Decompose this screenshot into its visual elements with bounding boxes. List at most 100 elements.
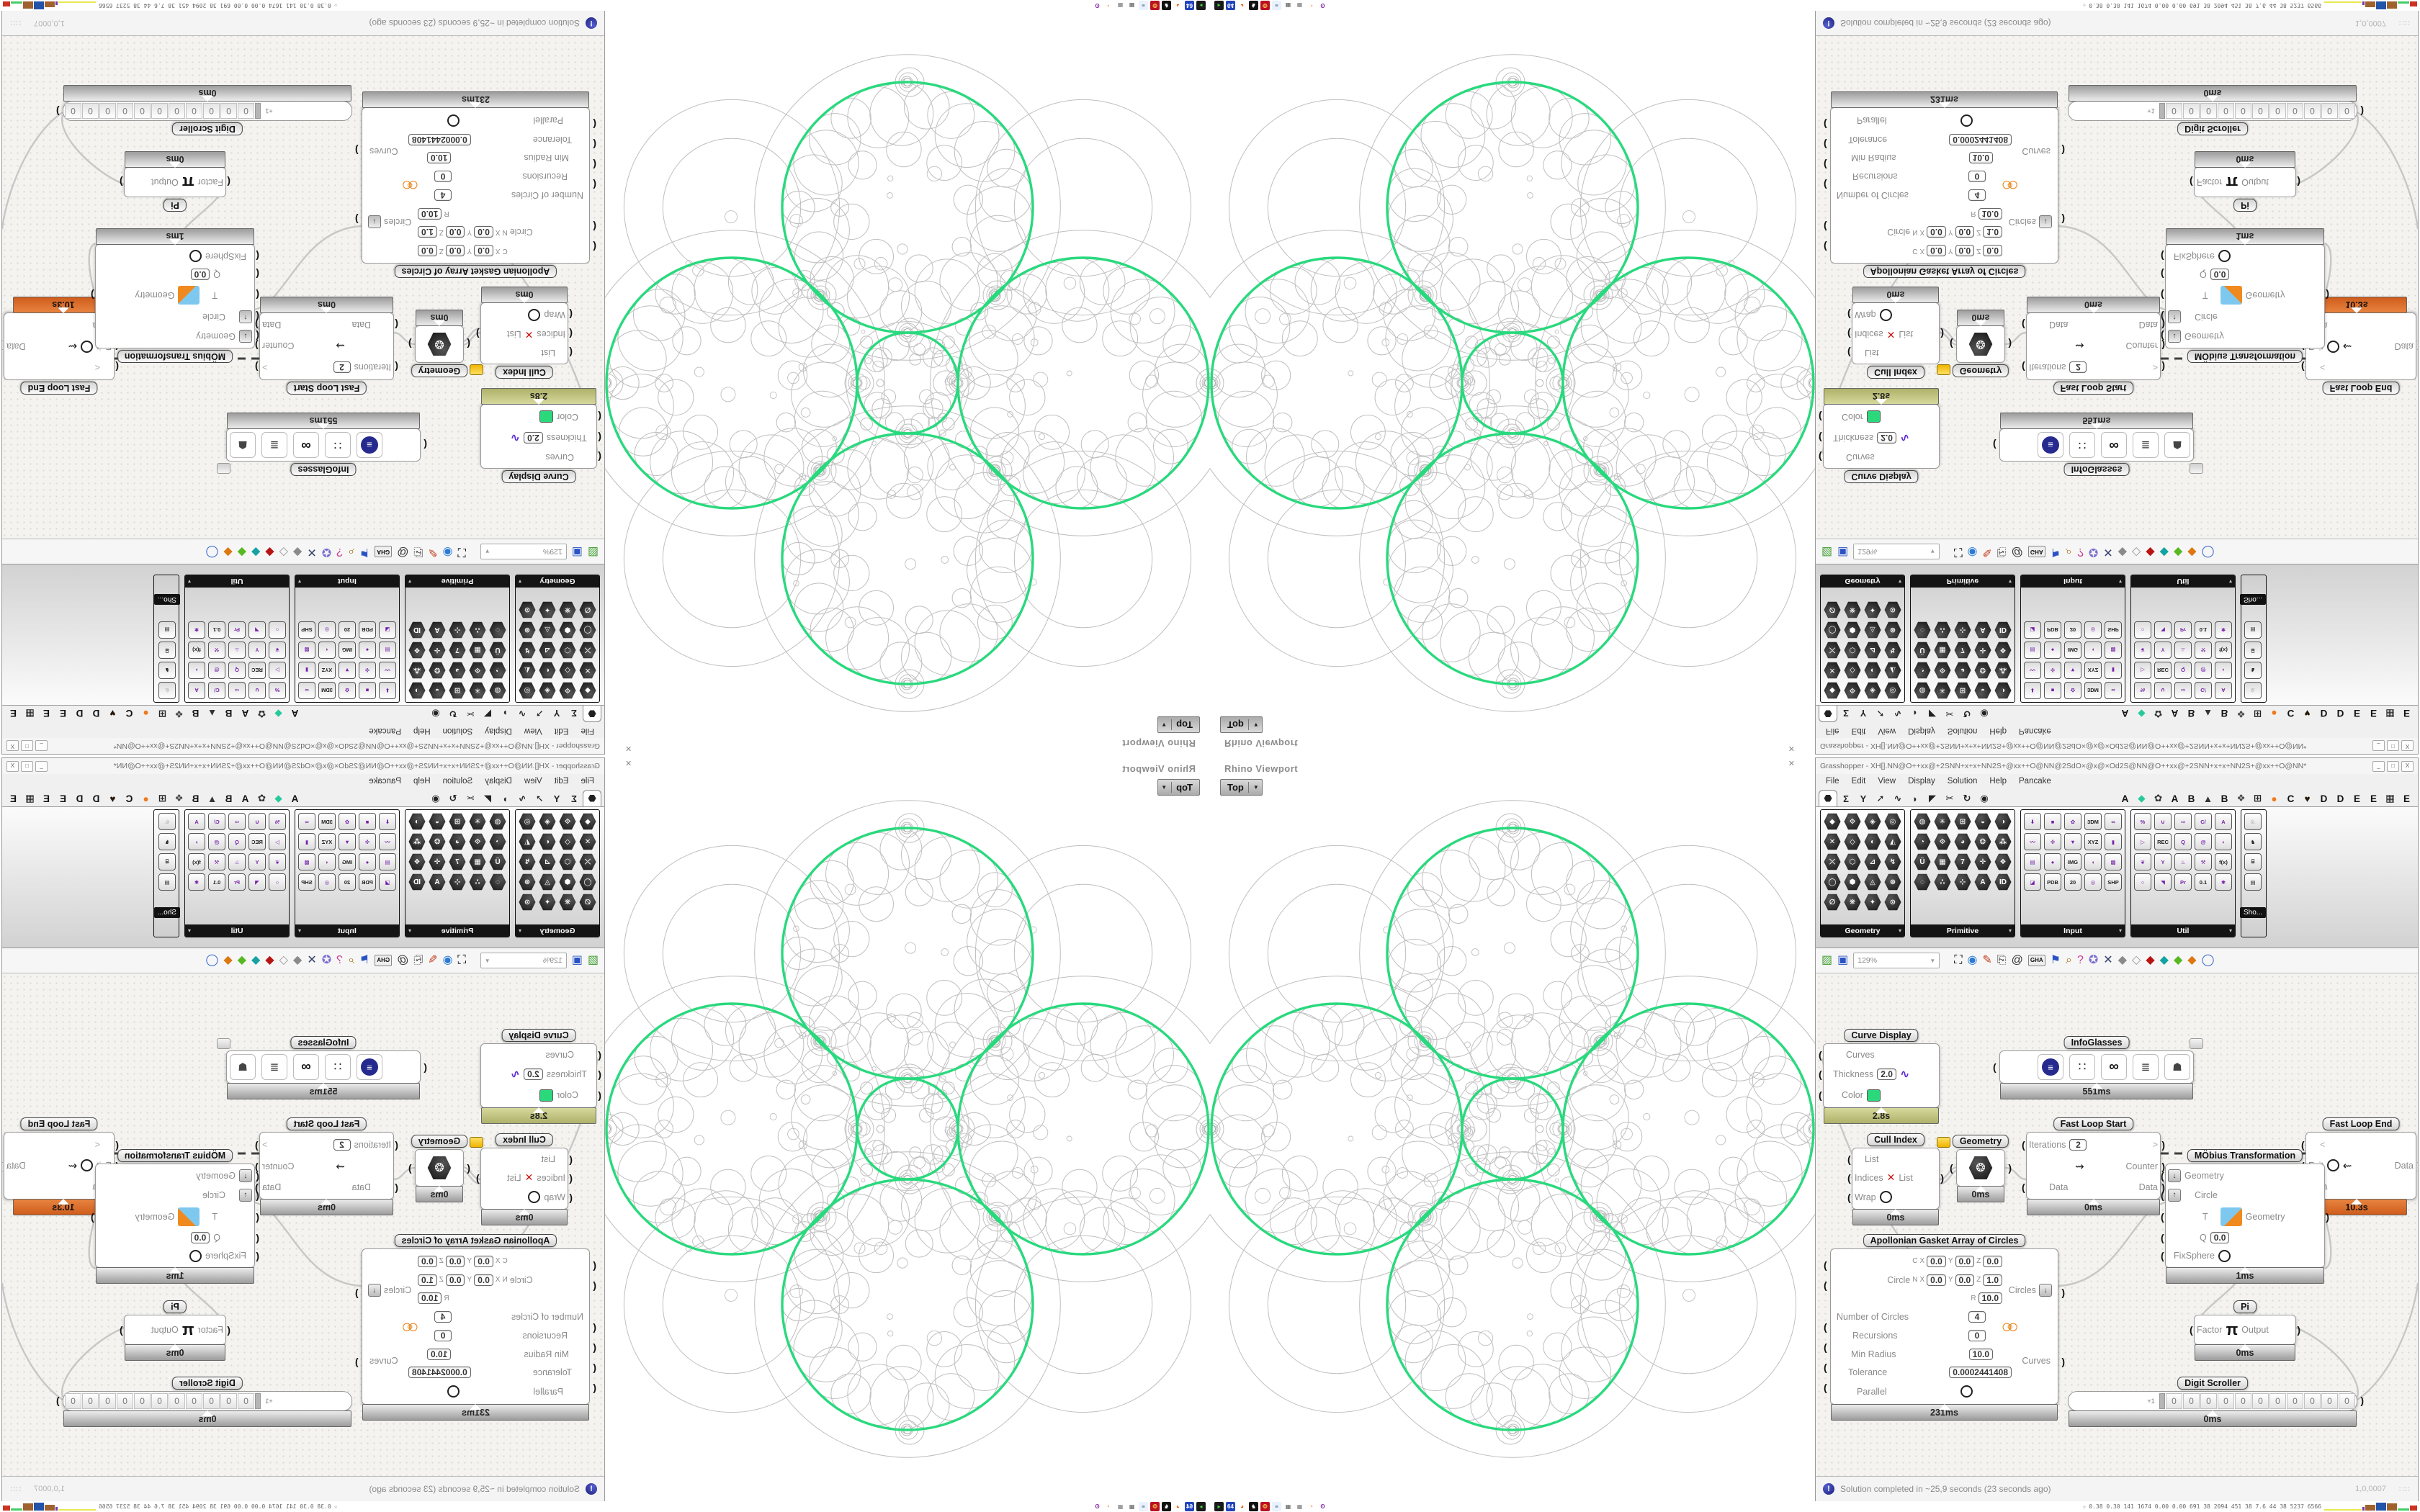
palette-component-icon[interactable]: % bbox=[2134, 682, 2151, 699]
palette-component-icon[interactable]: ✦ bbox=[539, 894, 556, 911]
menu-item-display[interactable]: Display bbox=[1908, 726, 1935, 735]
tab-plugin-3[interactable]: A bbox=[2171, 708, 2179, 719]
thickness-value[interactable]: 2.0 bbox=[1877, 431, 1896, 444]
palette-component-icon[interactable]: PDB bbox=[2044, 621, 2061, 639]
palette-component-icon[interactable]: ◕ bbox=[1954, 833, 1971, 850]
chevron-down-icon[interactable]: ▾ bbox=[2118, 578, 2122, 585]
palette-component-icon[interactable]: ⊹ bbox=[449, 873, 466, 891]
maze2-app-icon[interactable]: ▦ bbox=[1116, 1502, 1125, 1511]
node-label[interactable]: Geometry bbox=[1952, 1135, 2009, 1148]
palette-component-icon[interactable]: ▤ bbox=[158, 621, 176, 639]
digit-cell[interactable]: 0 bbox=[82, 103, 99, 119]
digit-cell[interactable]: 0 bbox=[203, 1393, 220, 1409]
palette-component-icon[interactable]: ◖ bbox=[318, 642, 336, 659]
tab-mesh[interactable]: ◤ bbox=[1929, 793, 1936, 804]
palette-component-icon[interactable]: ID bbox=[408, 621, 426, 639]
n-z-value[interactable]: 1.0 bbox=[418, 1274, 437, 1286]
palette-component-icon[interactable]: ⊙ bbox=[519, 601, 536, 618]
node-pi[interactable]: Pi ( Factor π Output ) 0ms bbox=[2190, 151, 2300, 212]
input-hook[interactable]: ( bbox=[1824, 159, 1827, 171]
tab-vector[interactable]: ➚ bbox=[1876, 708, 1885, 719]
map-flag-icon[interactable]: ⚑ bbox=[2050, 954, 2061, 966]
q-value[interactable]: 0.0 bbox=[190, 268, 210, 280]
floppy-64-app-icon[interactable]: 64 bbox=[1226, 1, 1235, 10]
n-y-value[interactable]: 0.0 bbox=[445, 226, 465, 238]
palette-component-icon[interactable]: ▤ bbox=[379, 642, 396, 659]
palette-component-icon[interactable]: C/ bbox=[2195, 813, 2212, 830]
output-hook[interactable]: ) bbox=[355, 1287, 359, 1298]
input-hook[interactable]: ( bbox=[1847, 347, 1851, 359]
palette-component-icon[interactable]: ✿ bbox=[2064, 813, 2081, 830]
firefox2-app-icon[interactable]: ◔ bbox=[1307, 1502, 1316, 1511]
flatten-icon[interactable]: ↓ bbox=[368, 215, 381, 228]
palette-component-icon[interactable]: ♨ bbox=[2174, 642, 2192, 659]
c-z-value[interactable]: 0.0 bbox=[1983, 245, 2002, 257]
node-label[interactable]: Fast Loop Start bbox=[2053, 1117, 2134, 1130]
c-x-value[interactable]: 0.0 bbox=[1927, 245, 1946, 257]
palette-component-icon[interactable]: ▩ bbox=[298, 642, 315, 659]
input-hook[interactable]: ( bbox=[256, 250, 259, 262]
digit-cell[interactable]: 0 bbox=[2304, 1393, 2321, 1409]
palette-component-icon[interactable]: ○ bbox=[269, 621, 286, 639]
graft-icon[interactable]: ↑ bbox=[239, 310, 252, 324]
palette-component-icon[interactable]: XYZ bbox=[2084, 833, 2102, 850]
node-label[interactable]: Cull Index bbox=[1867, 1133, 1924, 1146]
palette-component-icon[interactable]: ⊹ bbox=[1954, 621, 1971, 639]
tab-mesh[interactable]: ◤ bbox=[484, 793, 491, 804]
palette-group-label[interactable]: Geometry ▾ bbox=[516, 924, 599, 937]
palette-component-icon[interactable]: ◈ bbox=[539, 682, 556, 699]
digit-cell[interactable]: 0 bbox=[117, 103, 133, 119]
solver-icon[interactable]: ≡ bbox=[357, 1054, 382, 1080]
node-label[interactable]: Fast Loop Start bbox=[2053, 382, 2134, 395]
input-hook[interactable]: ( bbox=[2161, 250, 2164, 262]
node-fast-loop-start[interactable]: Fast Loop Start ( Iterations 2 > ) ⇝ Cou… bbox=[255, 297, 398, 395]
node-mobius-transformation[interactable]: MÖbius Transformation ( ↓ Geometry ( ↑ C… bbox=[91, 1149, 259, 1284]
input-hook[interactable]: ( bbox=[2190, 176, 2193, 188]
noc-value[interactable]: 4 bbox=[434, 1311, 452, 1323]
palette-component-icon[interactable]: A bbox=[188, 682, 205, 699]
palette-component-icon[interactable]: ∴ bbox=[469, 873, 486, 891]
output-hook[interactable]: ) bbox=[255, 1139, 259, 1151]
palette-component-icon[interactable]: ◪ bbox=[2024, 621, 2041, 639]
tolerance-value[interactable]: 0.0002441408 bbox=[1949, 1367, 2012, 1379]
tab-intersect[interactable]: ✂ bbox=[1945, 793, 1954, 804]
palette-component-icon[interactable]: 20 bbox=[339, 621, 356, 639]
palette-component-icon[interactable]: ⟐ bbox=[469, 833, 486, 850]
node-apollonian-gasket[interactable]: Apollonian Gasket Array of Circles ( ( (… bbox=[355, 1234, 596, 1421]
palette-component-icon[interactable]: ⊹ bbox=[1954, 873, 1971, 891]
palette-component-icon[interactable]: ■ bbox=[2044, 813, 2061, 830]
resize-grip[interactable]: ∷∷ bbox=[9, 1485, 21, 1494]
palette-component-icon[interactable]: ♞ bbox=[158, 833, 176, 850]
zoom-level-select[interactable]: 129% ▼ bbox=[480, 544, 567, 559]
flatten-icon[interactable]: ↓ bbox=[239, 329, 252, 343]
palette-component-icon[interactable]: ■ bbox=[2044, 682, 2061, 699]
profiler-magnifier-icon[interactable]: ⌕ bbox=[2066, 546, 2072, 558]
gem-teal-icon[interactable]: ◆ bbox=[251, 954, 261, 966]
palette-component-icon[interactable]: ◐ bbox=[539, 833, 556, 850]
palette-component-icon[interactable]: XYZ bbox=[318, 833, 336, 850]
palette-component-icon[interactable]: C/ bbox=[208, 813, 225, 830]
at-chip-icon[interactable]: @ bbox=[397, 954, 409, 966]
sketch-pen-icon[interactable]: ✎ bbox=[1982, 546, 1992, 558]
palette-component-icon[interactable]: ✛ bbox=[429, 853, 446, 870]
palette-component-icon[interactable]: ⁂ bbox=[1994, 662, 2012, 679]
tolerance-value[interactable]: 0.0002441408 bbox=[408, 1367, 471, 1379]
n-y-value[interactable]: 0.0 bbox=[1955, 226, 1975, 238]
chevron-down-icon[interactable]: ▾ bbox=[408, 578, 412, 585]
firefox-app-icon[interactable]: ◕ bbox=[1173, 1, 1183, 10]
zoom-level-select[interactable]: 129% ▼ bbox=[1853, 953, 1940, 968]
palette-component-icon[interactable]: ◖ bbox=[318, 853, 336, 870]
palette-component-icon[interactable]: ∅ bbox=[579, 894, 596, 911]
chevron-down-icon[interactable]: ▼ bbox=[484, 548, 490, 555]
palette-component-icon[interactable]: ▮ bbox=[2105, 833, 2122, 850]
palette-component-icon[interactable]: Pr bbox=[228, 873, 246, 891]
palette-component-icon[interactable]: ⊿ bbox=[539, 853, 556, 870]
node-curve-display[interactable]: Curve Display ( Curves ( Thickness 2.0 ∿… bbox=[480, 1029, 601, 1124]
node-label[interactable]: InfoGlasses bbox=[2063, 463, 2130, 476]
palette-component-icon[interactable]: 7 bbox=[449, 642, 466, 659]
tab-display[interactable]: ◉ bbox=[431, 793, 440, 804]
puzzle-icon[interactable]: ☗ bbox=[2164, 1054, 2190, 1080]
tab-plugin-7[interactable]: ❖ bbox=[174, 708, 184, 719]
palette-component-icon[interactable]: 7 bbox=[1954, 642, 1971, 659]
digit-cell[interactable]: 0 bbox=[186, 1393, 202, 1409]
